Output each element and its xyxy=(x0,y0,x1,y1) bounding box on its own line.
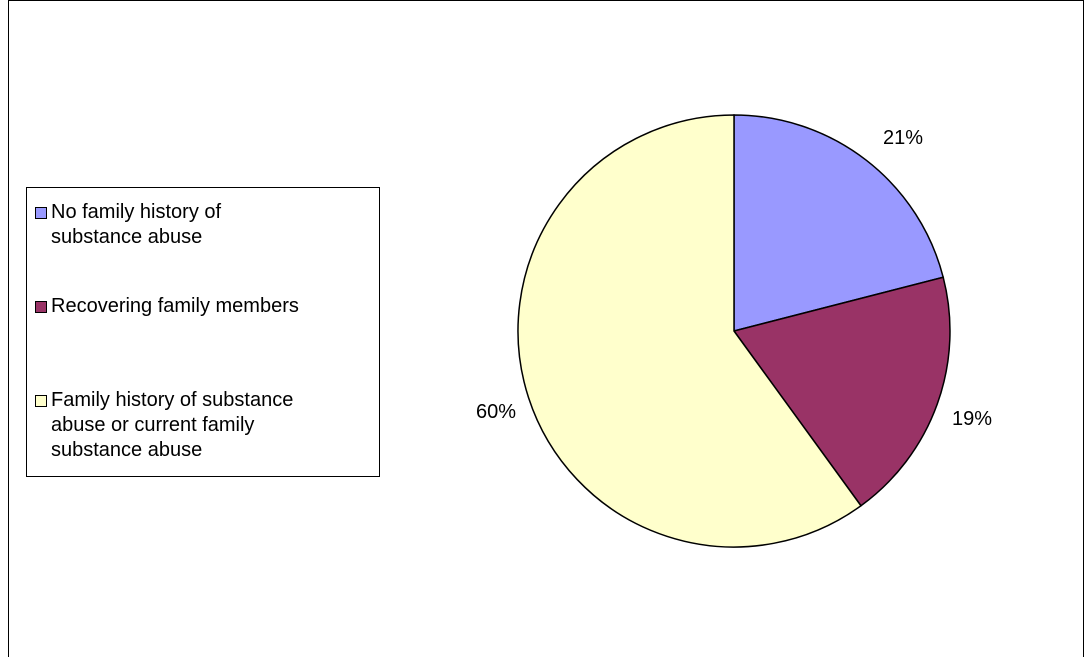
pie-slice-1 xyxy=(732,276,951,507)
legend-label: Recovering family members xyxy=(51,295,299,317)
data-label-0: 21% xyxy=(883,127,923,149)
legend-label: No family history of substance abuse xyxy=(51,201,222,248)
legend: No family history of substance abuse Rec… xyxy=(26,187,380,477)
legend-item-no-family-history: No family history of substance abuse xyxy=(35,200,221,250)
legend-swatch-blue xyxy=(35,207,47,219)
pie-slice-2 xyxy=(517,114,863,548)
data-label-1: 19% xyxy=(952,408,992,430)
legend-item-family-history: Family history of substance abuse or cur… xyxy=(35,388,293,463)
pie-slice-0 xyxy=(733,114,945,332)
legend-swatch-yellow xyxy=(35,395,47,407)
data-label-2: 60% xyxy=(476,401,516,423)
legend-label: Family history of substance abuse or cur… xyxy=(51,389,294,461)
legend-swatch-maroon xyxy=(35,301,47,313)
legend-item-recovering: Recovering family members xyxy=(35,294,299,319)
